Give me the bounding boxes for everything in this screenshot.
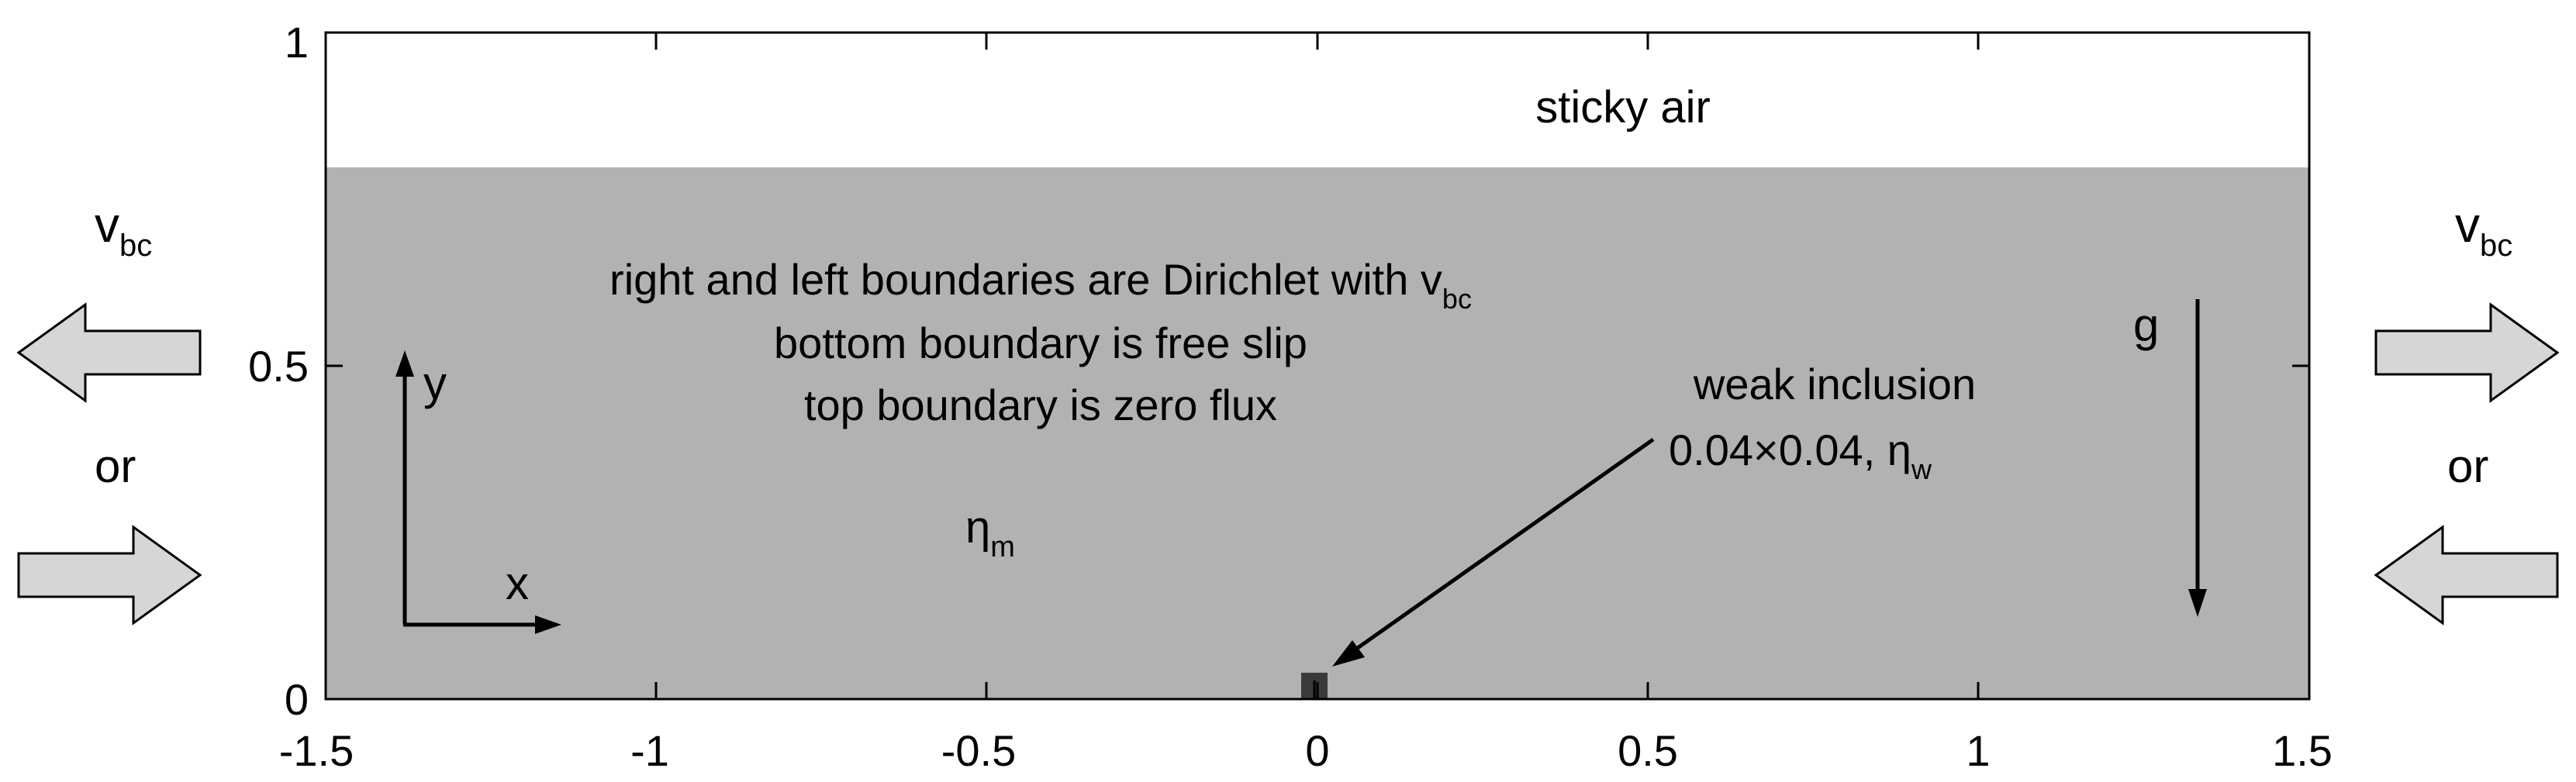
gravity-label: g [2133,299,2159,351]
model-domain [324,31,2311,701]
left-or-label: or [95,440,136,492]
weak-inclusion-pointer [1332,437,1655,667]
axis-label-y: y [423,357,447,409]
coordinate-axes [395,350,561,634]
x-tick-label: -0.5 [941,726,1017,775]
x-axis-ticks [324,33,1980,699]
boundary-condition-line3: top boundary is zero flux [804,381,1277,429]
x-tick-label: 1.5 [2272,726,2333,775]
medium-layer [326,167,2309,699]
weak-inclusion-label: weak inclusion [1693,360,1976,408]
y-tick-label: 0 [285,675,309,724]
left-velocity-label: vbc [95,197,152,263]
left-compression-arrow [17,525,202,625]
x-tick-label: -1 [630,726,669,775]
x-arrowhead [535,615,561,634]
y-arrowhead [395,350,414,377]
weak-inclusion-size-label: 0.04×0.04, ηw [1669,425,1932,485]
y-tick-label: 1 [285,18,309,67]
y-tick-label: 0.5 [248,342,309,391]
sticky-air-layer [326,33,2309,167]
boundary-condition-line2: bottom boundary is free slip [774,319,1307,367]
y-tick-labels: 0 0.5 1 [248,18,309,724]
x-tick-label: -1.5 [279,726,354,775]
right-extension-arrow [2374,302,2560,403]
x-tick-label: 1 [1966,726,1990,775]
left-extension-arrow [16,302,202,403]
right-or-label: or [2447,440,2488,492]
right-compression-arrow [2374,525,2559,625]
right-velocity-label: vbc [2455,197,2512,263]
x-tick-label: 0.5 [1618,726,1678,775]
axis-label-x: x [506,557,529,609]
sticky-air-label: sticky air [1535,82,1711,133]
matrix-viscosity-label: ηm [965,502,1015,563]
gravity-arrow [2188,299,2207,617]
boundary-condition-line1: right and left boundaries are Dirichlet … [609,255,1472,315]
x-tick-labels: -1.5 -1 -0.5 0 0.5 1 1.5 [279,726,2333,775]
x-tick-label: 0 [1305,726,1329,775]
